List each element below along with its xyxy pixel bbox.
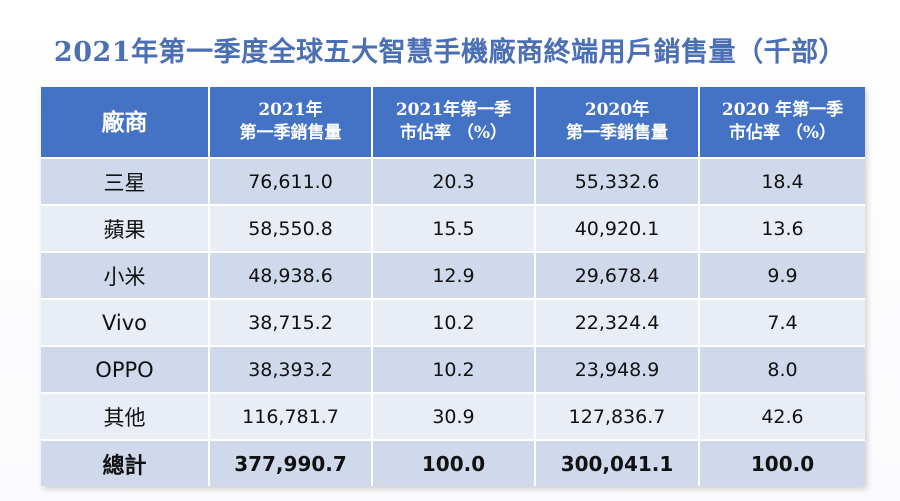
table-row: 小米 48,938.6 12.9 29,678.4 9.9 <box>41 251 865 299</box>
table-row: OPPO 38,393.2 10.2 23,948.9 8.0 <box>41 345 865 393</box>
vendor-cell: 其他 <box>41 392 209 440</box>
total-label-cell: 總計 <box>41 439 209 486</box>
share-2021-cell: 12.9 <box>371 251 535 299</box>
header-vendor-label: 廠商 <box>101 108 148 136</box>
sales-2021-cell: 38,715.2 <box>208 298 372 346</box>
sales-2020-cell: 40,920.1 <box>534 204 699 252</box>
table-row: 蘋果 58,550.8 15.5 40,920.1 13.6 <box>41 204 865 252</box>
share-2021-cell: 20.3 <box>371 157 535 205</box>
sales-2020-cell: 55,332.6 <box>534 157 699 205</box>
header-share-2021: 2021年第一季 市佔率 （%） <box>371 87 535 159</box>
vendor-cell: OPPO <box>41 345 209 393</box>
total-sales-2020-cell: 300,041.1 <box>534 439 699 486</box>
vendor-cell: 蘋果 <box>41 204 209 252</box>
sales-2020-cell: 22,324.4 <box>534 298 699 346</box>
vendor-cell: Vivo <box>41 298 209 346</box>
sales-2021-cell: 38,393.2 <box>208 345 372 393</box>
share-2020-cell: 9.9 <box>698 251 865 299</box>
table-row: 三星 76,611.0 20.3 55,332.6 18.4 <box>41 157 865 205</box>
share-2020-cell: 42.6 <box>698 392 865 440</box>
share-2021-cell: 10.2 <box>371 345 535 393</box>
total-row: 總計 377,990.7 100.0 300,041.1 100.0 <box>41 439 865 486</box>
sales-2020-cell: 23,948.9 <box>534 345 699 393</box>
vendor-cell: 小米 <box>41 251 209 299</box>
header-share-2020: 2020 年第一季 市佔率 （%） <box>698 87 865 159</box>
share-2020-cell: 7.4 <box>698 298 865 346</box>
share-2021-cell: 10.2 <box>371 298 535 346</box>
header-share-2020-line1: 2020 年第一季 <box>721 100 844 120</box>
sales-2021-cell: 116,781.7 <box>208 392 372 440</box>
header-sales-2021-line1: 2021年 <box>258 100 323 120</box>
header-share-2021-line1: 2021年第一季 <box>395 100 512 120</box>
share-2020-cell: 13.6 <box>698 204 865 252</box>
sales-2020-cell: 127,836.7 <box>534 392 699 440</box>
vendor-cell: 三星 <box>41 157 209 205</box>
share-2021-cell: 30.9 <box>371 392 535 440</box>
total-sales-2021-cell: 377,990.7 <box>208 439 372 486</box>
header-share-2021-line2: 市佔率 （%） <box>399 123 508 143</box>
table-row: 其他 116,781.7 30.9 127,836.7 42.6 <box>41 392 865 440</box>
sales-2021-cell: 58,550.8 <box>208 204 372 252</box>
table-row: Vivo 38,715.2 10.2 22,324.4 7.4 <box>41 298 865 346</box>
share-2020-cell: 8.0 <box>698 345 865 393</box>
sales-table: 廠商 2021年 第一季銷售量 2021年第一季 市佔率 （%） 2020年 第… <box>41 87 865 486</box>
share-2020-cell: 18.4 <box>698 157 865 205</box>
header-sales-2020: 2020年 第一季銷售量 <box>534 87 699 159</box>
header-sales-2020-line1: 2020年 <box>584 100 650 120</box>
table-title: 2021年第一季度全球五大智慧手機廠商終端用戶銷售量（千部） <box>53 37 847 68</box>
sales-2021-cell: 48,938.6 <box>208 251 372 299</box>
total-share-2020-cell: 100.0 <box>698 439 865 486</box>
header-vendor: 廠商 <box>41 87 209 159</box>
sales-2021-cell: 76,611.0 <box>208 157 372 205</box>
header-sales-2020-line2: 第一季銷售量 <box>566 123 668 143</box>
header-sales-2021-line2: 第一季銷售量 <box>239 123 342 143</box>
sales-2020-cell: 29,678.4 <box>534 251 699 299</box>
header-share-2020-line2: 市佔率 （%） <box>728 123 837 143</box>
total-share-2021-cell: 100.0 <box>371 439 535 486</box>
share-2021-cell: 15.5 <box>371 204 535 252</box>
header-sales-2021: 2021年 第一季銷售量 <box>208 87 372 159</box>
header-row: 廠商 2021年 第一季銷售量 2021年第一季 市佔率 （%） 2020年 第… <box>41 87 865 159</box>
